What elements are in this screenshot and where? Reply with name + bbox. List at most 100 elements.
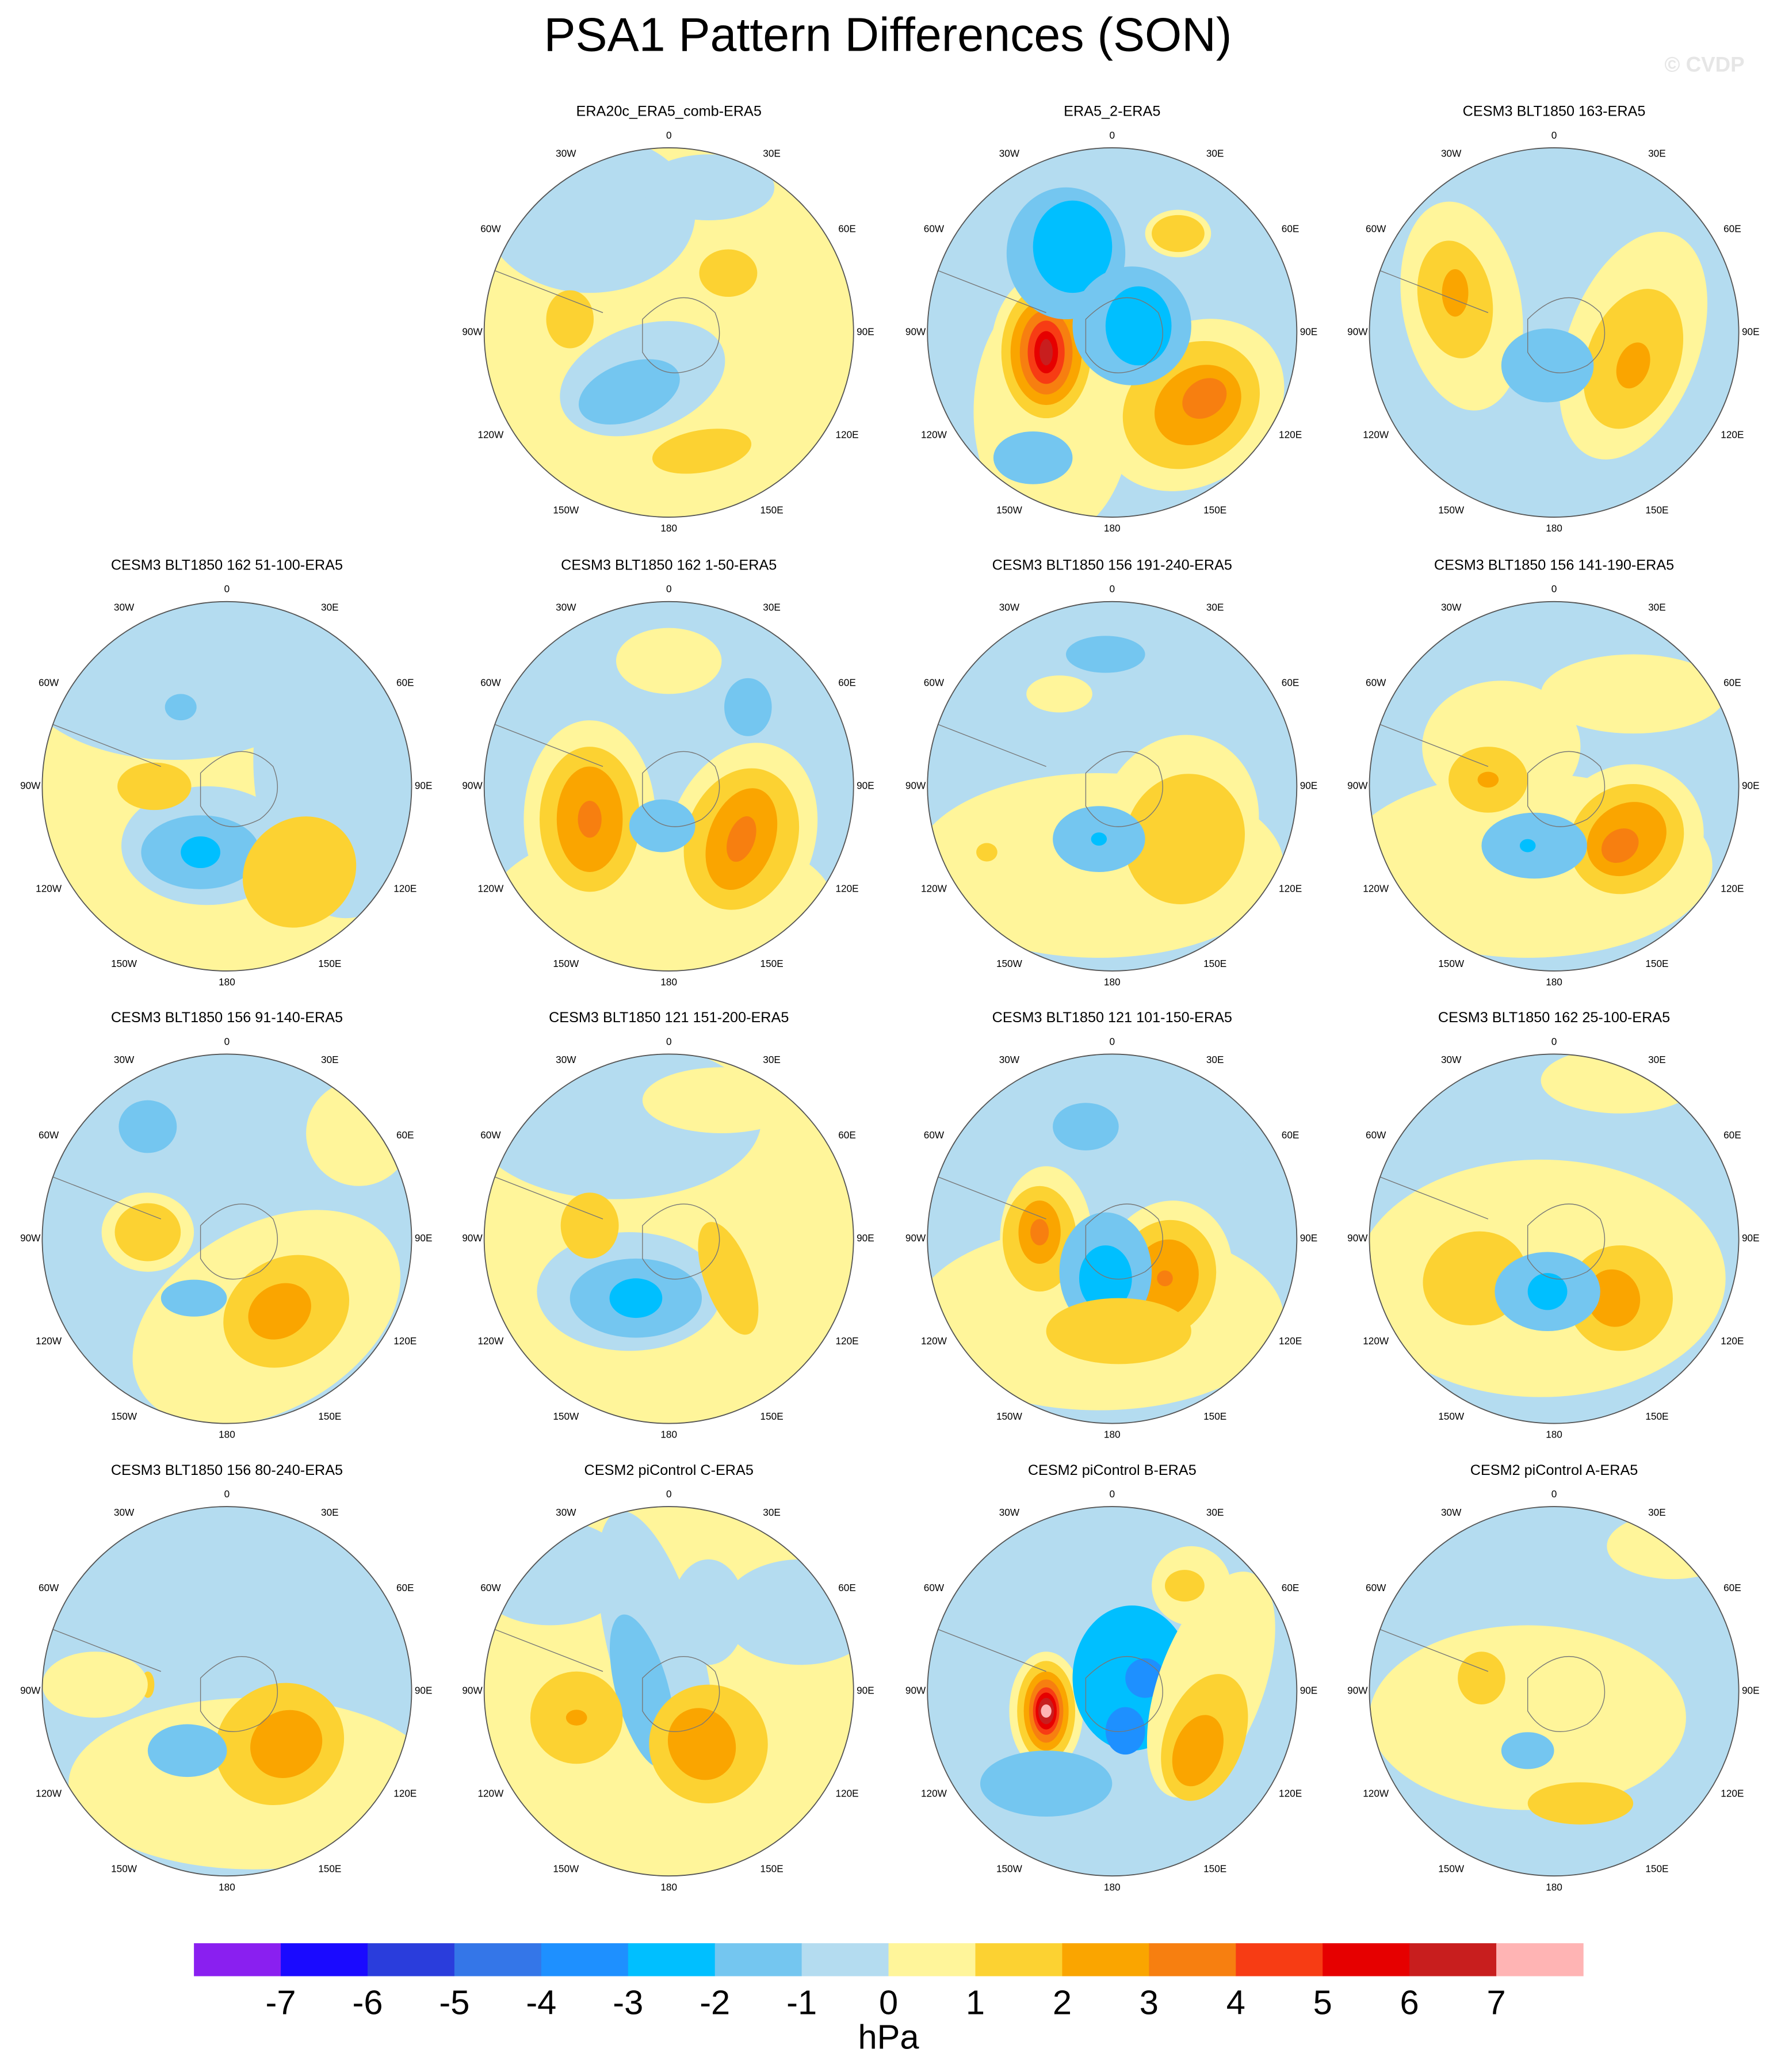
longitude-label: 150E	[1203, 958, 1226, 969]
anomaly-contour	[1026, 675, 1092, 713]
longitude-label: 90W	[1347, 1685, 1368, 1696]
colorbar-box	[888, 1943, 976, 1977]
longitude-label: 150W	[996, 958, 1023, 969]
longitude-label: 120E	[835, 429, 858, 440]
anomaly-contour	[1458, 1652, 1505, 1705]
longitude-label: 60E	[1282, 1129, 1300, 1141]
anomaly-contour	[1165, 1570, 1205, 1602]
longitude-label: 120W	[36, 1335, 62, 1347]
longitude-label: 60W	[39, 1129, 59, 1141]
coastline	[42, 1172, 278, 1280]
anomaly-contour	[616, 628, 722, 694]
longitude-label: 90W	[905, 1232, 926, 1244]
colorbar-box	[194, 1943, 281, 1977]
anomaly-contour	[1527, 1273, 1568, 1310]
colorbar-label: hPa	[858, 2017, 920, 2056]
longitude-label: 120W	[921, 1335, 947, 1347]
coastline	[1369, 720, 1606, 827]
longitude-label: 0	[224, 1488, 230, 1500]
longitude-label: 60W	[1366, 223, 1386, 235]
anomaly-contour	[565, 1710, 587, 1726]
longitude-label: 30E	[321, 602, 339, 613]
contour-field	[42, 1054, 412, 1424]
longitude-label: 120E	[1279, 429, 1302, 440]
anomaly-contour	[119, 1100, 177, 1153]
map-border	[483, 1506, 854, 1877]
longitude-label: 120E	[393, 1335, 416, 1347]
map-panel: CESM3 BLT1850 121 151-200-ERA5 0 30E 60E 90E…	[462, 1010, 874, 1440]
longitude-label: 60E	[838, 677, 856, 689]
panel-title: CESM3 BLT1850 156 80-240-ERA5	[111, 1462, 343, 1478]
longitude-label: 90E	[415, 1232, 433, 1244]
colorbar-tick-label: 1	[966, 1983, 985, 2022]
colorbar-tick-label: -3	[613, 1983, 643, 2022]
anomaly-contour	[1172, 1715, 1224, 1787]
anomaly-contour	[1477, 771, 1499, 788]
longitude-label: 30E	[1206, 1507, 1224, 1518]
panel-title: CESM3 BLT1850 121 151-200-ERA5	[549, 1010, 789, 1026]
anomaly-contour	[1369, 1625, 1686, 1810]
longitude-label: 120E	[1721, 1788, 1744, 1799]
anomaly-contour	[1030, 1219, 1049, 1245]
longitude-label: 0	[1109, 1488, 1115, 1500]
map-border	[1369, 1506, 1740, 1877]
longitude-label: 150W	[553, 1410, 579, 1422]
longitude-label: 60E	[838, 1582, 856, 1593]
colorbar-tick-label: 4	[1226, 1983, 1245, 2022]
longitude-label: 180	[1104, 1881, 1121, 1893]
anomaly-contour	[242, 816, 357, 928]
anomaly-contour	[667, 1708, 736, 1780]
longitude-label: 60W	[924, 1582, 945, 1593]
colorbar-box	[454, 1943, 542, 1977]
longitude-label: 90W	[905, 779, 926, 791]
anomaly-contour	[1442, 269, 1469, 317]
longitude-label: 90E	[857, 1685, 874, 1696]
colorbar-tick-label: -2	[700, 1983, 730, 2022]
anomaly-contour	[1541, 1054, 1699, 1114]
panel-title: CESM3 BLT1850 121 101-150-ERA5	[992, 1010, 1232, 1026]
anomaly-contour	[721, 1559, 854, 1665]
contour-field	[927, 1507, 1297, 1876]
longitude-label: 60E	[1282, 677, 1300, 689]
longitude-label: 120E	[1721, 1335, 1744, 1347]
map-border	[1369, 1053, 1740, 1424]
longitude-label: 150E	[1645, 1410, 1668, 1422]
anomaly-contour	[117, 762, 192, 811]
colorbar-box	[1062, 1943, 1150, 1977]
longitude-label: 180	[1104, 976, 1121, 988]
longitude-label: 150E	[760, 1410, 784, 1422]
longitude-label: 180	[660, 976, 677, 988]
longitude-label: 150E	[1203, 504, 1226, 515]
longitude-label: 30W	[114, 1507, 135, 1518]
longitude-label: 180	[660, 1881, 677, 1893]
longitude-label: 30W	[999, 148, 1020, 159]
colorbar-box	[714, 1943, 802, 1977]
coastline	[42, 720, 278, 827]
longitude-label: 150E	[1203, 1410, 1226, 1422]
longitude-label: 30E	[321, 1507, 339, 1518]
map-panel: CESM3 BLT1850 156 191-240-ERA5 0 30E 60E 90E…	[905, 557, 1317, 988]
panel-title: CESM3 BLT1850 156 91-140-ERA5	[111, 1010, 343, 1026]
anomaly-contour	[484, 147, 695, 293]
longitude-label: 120W	[1363, 429, 1389, 440]
longitude-label: 150E	[760, 504, 784, 515]
contour-field	[927, 147, 1297, 518]
map-border	[483, 601, 854, 972]
contour-field	[1369, 147, 1739, 518]
longitude-label: 120E	[1279, 1335, 1302, 1347]
longitude-label: 60E	[838, 223, 856, 235]
contour-field	[42, 601, 412, 971]
colorbar-tick-label: -4	[526, 1983, 556, 2022]
longitude-label: 60E	[1723, 1129, 1741, 1141]
longitude-label: 180	[1546, 1429, 1562, 1440]
panel-title: CESM3 BLT1850 156 191-240-ERA5	[992, 557, 1232, 574]
longitude-label: 0	[224, 583, 230, 595]
map-panel: CESM3 BLT1850 163-ERA5 0 30E 60E 90E 120E 150E…	[1347, 104, 1759, 534]
map-panel: ERA5_2-ERA5 0 30E 60E 90E 120E 150E 180 150W 120W…	[905, 104, 1317, 534]
coastline	[1369, 1172, 1606, 1280]
colorbar-tick-label: -6	[352, 1983, 383, 2022]
contour-field	[927, 1054, 1297, 1424]
longitude-label: 90E	[1742, 779, 1760, 791]
